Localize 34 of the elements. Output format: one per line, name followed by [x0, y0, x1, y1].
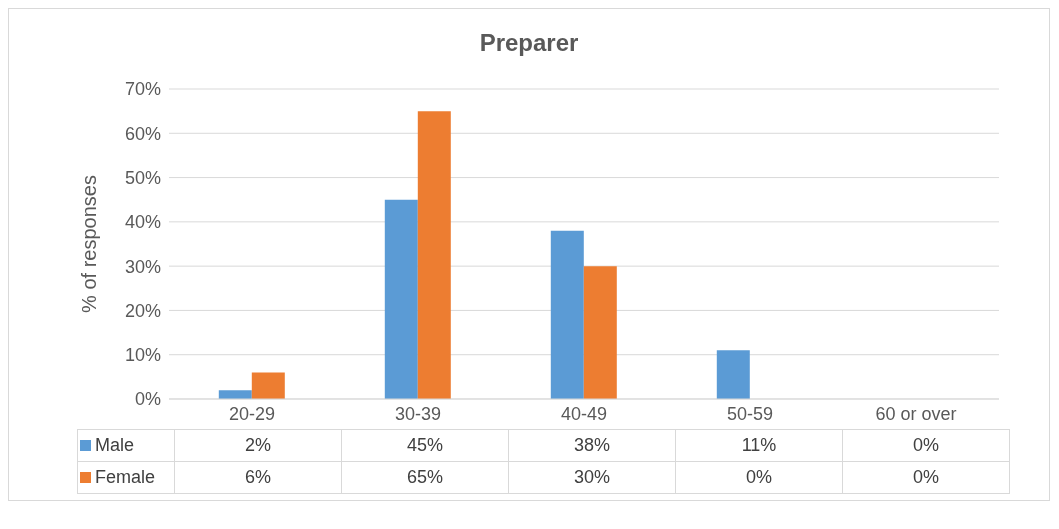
- legend-label: Female: [77, 461, 175, 494]
- x-tick-label: 40-49: [560, 403, 608, 424]
- bar: [251, 372, 285, 399]
- y-tick-label: 70%: [124, 79, 161, 100]
- data-label: 45%: [341, 429, 509, 462]
- data-label: 6%: [174, 461, 342, 494]
- x-tick-label: 50-59: [726, 403, 774, 424]
- y-tick-label: 40%: [124, 212, 161, 233]
- y-tick-label: 30%: [124, 256, 161, 277]
- data-label: 65%: [341, 461, 509, 494]
- y-tick-label: 60%: [124, 123, 161, 144]
- data-label: 11%: [675, 429, 843, 462]
- bar: [583, 266, 617, 399]
- data-label: 0%: [842, 429, 1010, 462]
- y-tick-label: 20%: [124, 300, 161, 321]
- bar: [716, 350, 750, 399]
- bar: [218, 390, 252, 399]
- legend-label: Male: [77, 429, 175, 462]
- x-tick-label: 30-39: [394, 403, 442, 424]
- y-tick-label: 50%: [124, 167, 161, 188]
- bar: [384, 199, 418, 399]
- y-axis-title: % of responses: [78, 175, 101, 313]
- bar: [550, 230, 584, 399]
- x-tick-label: 20-29: [228, 403, 276, 424]
- data-label: 2%: [174, 429, 342, 462]
- x-tick-label: 60 or over: [875, 403, 957, 424]
- data-label: 38%: [508, 429, 676, 462]
- chart-title: Preparer: [478, 29, 580, 57]
- bar: [417, 111, 451, 399]
- data-label: 30%: [508, 461, 676, 494]
- y-tick-label: 10%: [124, 345, 161, 366]
- y-tick-label: 0%: [134, 389, 161, 410]
- data-label: 0%: [675, 461, 843, 494]
- data-label: 0%: [842, 461, 1010, 494]
